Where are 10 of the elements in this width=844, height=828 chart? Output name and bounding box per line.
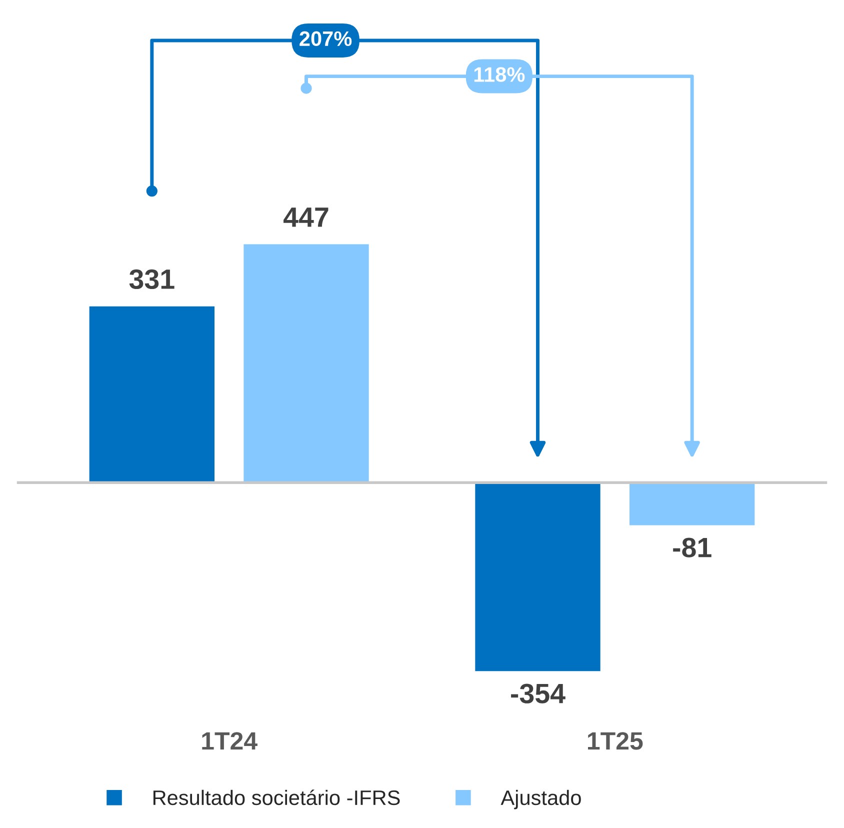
legend-label: Ajustado <box>500 790 581 810</box>
text: 118% <box>474 67 525 82</box>
x-tick-label: 1T25 <box>588 732 643 750</box>
data-label: -354 <box>511 684 566 704</box>
text: 207% <box>300 31 352 46</box>
data-label: 447 <box>284 208 328 227</box>
x-tick-label: 1T24 <box>202 732 258 750</box>
data-label: -81 <box>673 538 712 558</box>
legend-label: Resultado societário -IFRS <box>153 790 400 806</box>
data-label: 331 <box>129 269 174 290</box>
